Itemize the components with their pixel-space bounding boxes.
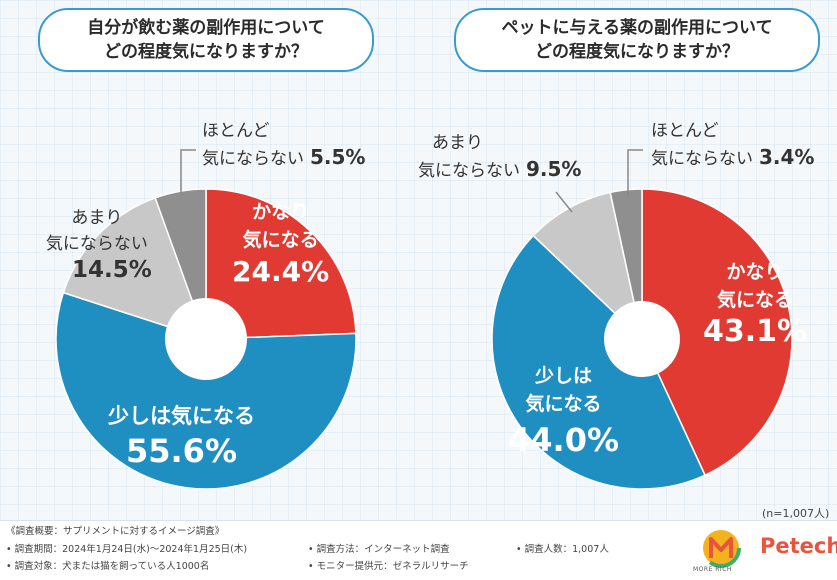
more-rich-logo-icon: [701, 528, 741, 568]
label-left-hotondo-text: 気にならない: [202, 149, 304, 169]
pct-right-kanari: 43.1%: [703, 314, 808, 349]
pct-left-sukoshi: 55.6%: [125, 432, 237, 470]
label-left-sukoshi: 少しは気になる 55.6%: [108, 402, 255, 472]
footer-target: • 調査対象：犬または猫を飼っている人1000名: [6, 561, 210, 572]
label-right-hotondo-line2: 気にならない 3.4%: [651, 144, 814, 172]
question-left-line1: 自分が飲む薬の副作用について: [87, 18, 325, 38]
label-right-amari-text: 気にならない: [418, 161, 520, 181]
label-left-kanari-line1: かなり: [252, 201, 310, 223]
pct-left-hotondo: 5.5%: [310, 145, 366, 169]
survey-footer: 《調査概要：サプリメントに対するイメージ調査》 • 調査期間：2024年1月24…: [0, 520, 837, 580]
pct-right-amari: 9.5%: [526, 157, 582, 181]
footer-period: • 調査期間：2024年1月24日(水)～2024年1月25日(木): [6, 544, 248, 555]
label-right-hotondo-line1: ほとんど: [651, 121, 719, 141]
leader-line-right-hotondo: [627, 149, 643, 196]
left-slice-amari: [62, 196, 208, 341]
pct-left-amari: 14.5%: [72, 257, 152, 283]
left-donut-hole: [165, 298, 247, 380]
label-left-kanari: かなり 気になる 24.4%: [232, 198, 329, 290]
question-left-line2: どの程度気になりますか？: [104, 42, 308, 62]
label-left-sukoshi-text: 少しは気になる: [108, 404, 255, 428]
label-right-kanari-line1: かなり: [726, 261, 784, 283]
leader-line-left-hotondo: [180, 149, 196, 196]
footer-count: • 調査人数：1,007人: [516, 544, 609, 555]
label-right-kanari-line2: 気になる: [717, 289, 794, 311]
label-left-amari-line1: あまり: [71, 208, 123, 228]
more-rich-logo-text: MORE RICH: [693, 566, 732, 573]
footer-method: • 調査方法：インターネット調査: [308, 544, 450, 555]
label-right-kanari: かなり 気になる 43.1%: [703, 258, 807, 350]
question-right-line2: どの程度気になりますか？: [535, 42, 739, 62]
label-left-amari-line2: 気にならない: [45, 234, 148, 254]
pie-left: [55, 188, 357, 490]
question-left: 自分が飲む薬の副作用について どの程度気になりますか？: [38, 8, 374, 72]
pct-left-kanari: 24.4%: [232, 255, 330, 288]
pct-right-sukoshi: 44.0%: [508, 421, 620, 459]
label-right-sukoshi-line1: 少しは: [535, 365, 593, 387]
question-right-line1: ペットに与える薬の副作用について: [501, 18, 773, 38]
petech-logo: Petech: [760, 534, 837, 558]
label-left-hotondo-line1: ほとんど: [202, 121, 270, 141]
label-right-amari: あまり 気にならない 9.5%: [418, 130, 581, 184]
left-slice-kanari: [205, 188, 357, 340]
right-slice-sukoshi: [491, 234, 707, 490]
label-left-hotondo: ほとんど 気にならない 5.5%: [202, 118, 365, 172]
label-right-hotondo-text: 気にならない: [651, 149, 753, 169]
label-right-sukoshi-line2: 気になる: [525, 393, 602, 415]
label-right-hotondo: ほとんど 気にならない 3.4%: [651, 118, 814, 172]
label-left-kanari-line2: 気になる: [242, 229, 319, 251]
right-slice-hotondo: [609, 188, 643, 340]
left-slice-sukoshi: [55, 291, 357, 490]
label-right-amari-line2: 気にならない 9.5%: [418, 156, 581, 184]
right-slice-kanari: [641, 188, 793, 477]
label-left-hotondo-line2: 気にならない 5.5%: [202, 144, 365, 172]
right-donut-hole: [604, 301, 680, 377]
footer-provider: • モニター提供元：ゼネラルリサーチ: [308, 561, 469, 572]
footer-overview: 《調査概要：サプリメントに対するイメージ調査》: [6, 526, 225, 537]
pct-right-hotondo: 3.4%: [759, 145, 815, 169]
pie-right: [491, 188, 793, 490]
label-right-amari-line1: あまり: [432, 133, 483, 153]
label-right-sukoshi: 少しは 気になる 44.0%: [508, 362, 619, 462]
question-right: ペットに与える薬の副作用について どの程度気になりますか？: [454, 8, 820, 72]
leader-line-right-amari: [555, 191, 573, 213]
label-left-amari: あまり 気にならない 14.5%: [42, 205, 152, 283]
sample-size-label: (n=1,007人): [762, 507, 830, 520]
